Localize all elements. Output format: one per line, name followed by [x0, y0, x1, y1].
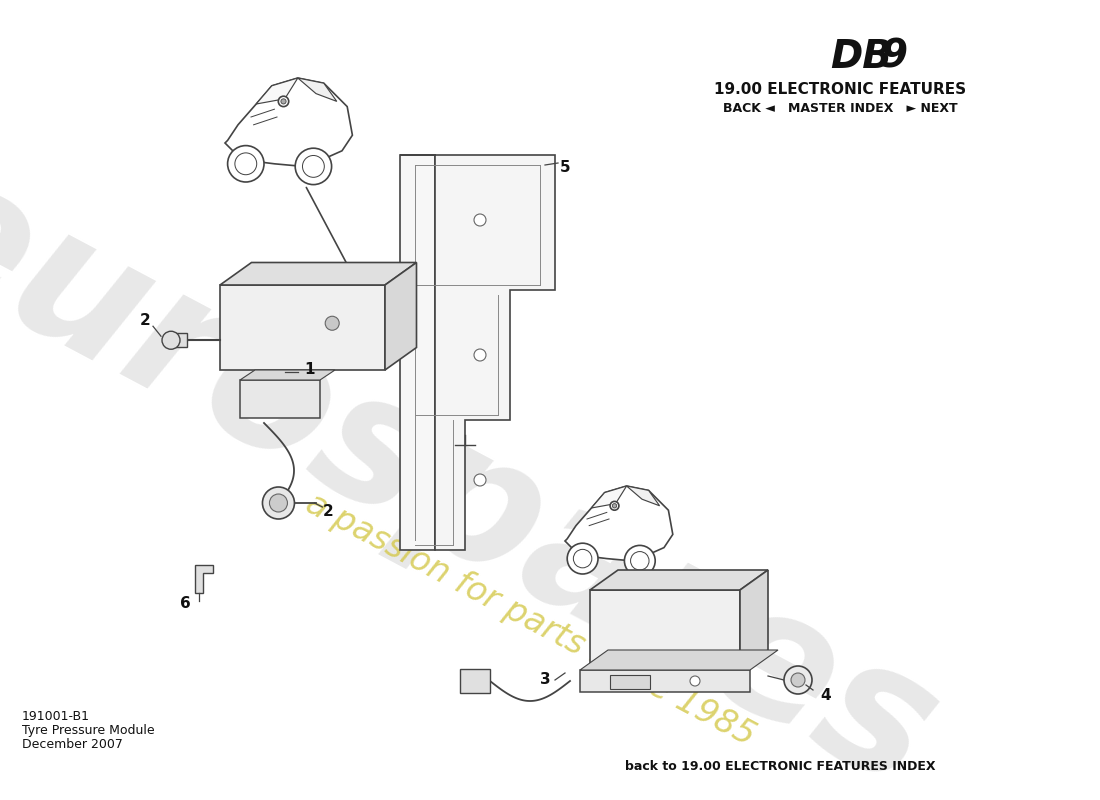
Polygon shape: [195, 565, 213, 593]
Circle shape: [263, 487, 295, 519]
Text: December 2007: December 2007: [22, 738, 123, 751]
Circle shape: [270, 494, 287, 512]
Text: 9: 9: [880, 38, 907, 76]
Polygon shape: [226, 78, 352, 166]
Text: eurospares: eurospares: [0, 134, 965, 800]
Circle shape: [791, 673, 805, 687]
Text: 19.00 ELECTRONIC FEATURES: 19.00 ELECTRONIC FEATURES: [714, 82, 966, 97]
Text: 4: 4: [821, 687, 832, 702]
Text: 191001-B1: 191001-B1: [22, 710, 90, 723]
Polygon shape: [590, 570, 768, 590]
Circle shape: [474, 474, 486, 486]
Circle shape: [228, 146, 264, 182]
Circle shape: [278, 96, 288, 106]
Circle shape: [613, 504, 617, 508]
Circle shape: [625, 546, 656, 576]
Polygon shape: [240, 370, 336, 380]
Circle shape: [295, 148, 331, 185]
Polygon shape: [460, 669, 490, 693]
Polygon shape: [590, 590, 740, 670]
Polygon shape: [385, 262, 417, 370]
Circle shape: [280, 98, 286, 104]
Circle shape: [162, 331, 180, 350]
Text: Tyre Pressure Module: Tyre Pressure Module: [22, 724, 155, 737]
Polygon shape: [256, 78, 298, 104]
Circle shape: [474, 214, 486, 226]
Polygon shape: [170, 334, 187, 347]
Circle shape: [690, 676, 700, 686]
Polygon shape: [610, 675, 650, 689]
Polygon shape: [565, 486, 673, 561]
Polygon shape: [240, 380, 320, 418]
Text: 2: 2: [140, 313, 151, 328]
Text: BACK ◄   MASTER INDEX   ► NEXT: BACK ◄ MASTER INDEX ► NEXT: [723, 102, 957, 115]
Text: 1: 1: [305, 362, 316, 378]
Polygon shape: [627, 486, 660, 506]
Polygon shape: [400, 155, 556, 550]
Polygon shape: [740, 570, 768, 670]
Circle shape: [568, 543, 598, 574]
Polygon shape: [298, 78, 337, 102]
Circle shape: [610, 502, 619, 510]
Text: 3: 3: [540, 673, 550, 687]
Polygon shape: [580, 650, 778, 670]
Polygon shape: [400, 155, 434, 550]
Circle shape: [474, 349, 486, 361]
Text: back to 19.00 ELECTRONIC FEATURES INDEX: back to 19.00 ELECTRONIC FEATURES INDEX: [625, 760, 935, 773]
Text: DB: DB: [830, 38, 892, 76]
Polygon shape: [220, 285, 385, 370]
Polygon shape: [580, 670, 750, 692]
Text: 2: 2: [323, 503, 333, 518]
Polygon shape: [592, 486, 627, 508]
Circle shape: [326, 316, 339, 330]
Text: a passion for parts since 1985: a passion for parts since 1985: [299, 487, 760, 753]
Text: 5: 5: [560, 160, 571, 175]
Polygon shape: [220, 262, 417, 285]
Text: 6: 6: [179, 595, 190, 610]
Circle shape: [784, 666, 812, 694]
